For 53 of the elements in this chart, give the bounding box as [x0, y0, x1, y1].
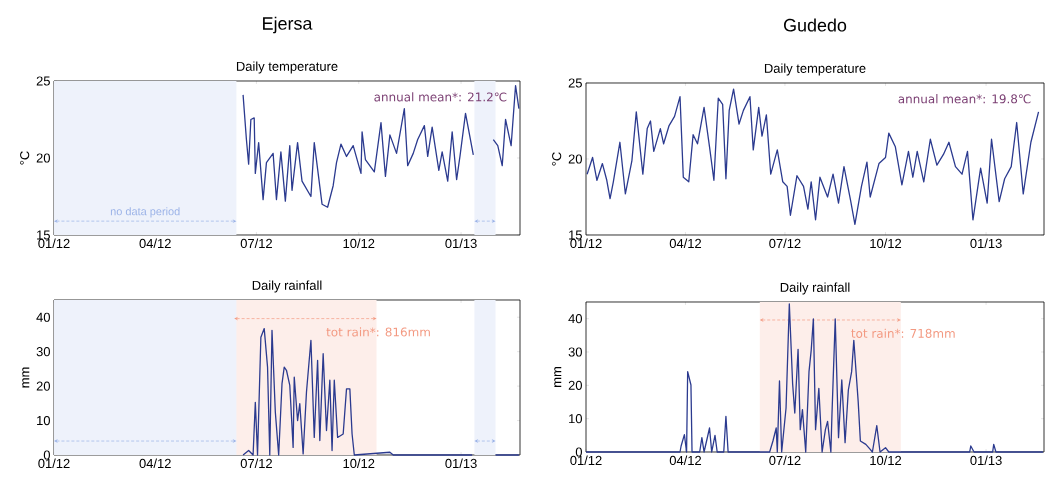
x-tick-label: 04/12 [139, 458, 171, 469]
y-tick-label: 0 [575, 447, 582, 457]
y-axis-title: °C [20, 151, 30, 165]
y-tick-label: 30 [568, 347, 582, 357]
band-label: tot rain*: 718mm [851, 328, 955, 338]
line-series [586, 88, 1040, 226]
x-tick-label: 01/12 [570, 238, 602, 249]
y-axis-title: °C [552, 152, 562, 166]
line-series [585, 303, 1044, 453]
x-tick-label: 10/12 [343, 458, 375, 469]
x-tick-label: 01/12 [570, 455, 602, 466]
x-tick-label: 10/12 [343, 238, 375, 249]
y-tick-label: 30 [36, 347, 50, 357]
y-tick-label: 20 [568, 154, 582, 164]
y-tick-label: 20 [568, 380, 582, 390]
y-tick-label: 15 [37, 230, 50, 240]
chart-subtitle: Daily temperature [236, 61, 338, 74]
x-tick-label: 04/12 [669, 238, 702, 249]
x-tick-label: 01/13 [445, 238, 477, 249]
y-tick-label: 10 [37, 415, 50, 426]
x-tick-label: 07/12 [769, 455, 801, 466]
y-axis-title: mm [554, 367, 562, 387]
x-tick-label: 01/12 [38, 238, 70, 249]
x-tick-label: 07/12 [769, 238, 801, 249]
annotation: annual mean*: 21.2℃ [374, 92, 507, 102]
y-tick-label: 40 [36, 312, 50, 322]
x-tick-label: 01/13 [445, 458, 477, 469]
x-tick-label: 07/12 [240, 238, 272, 249]
chart-title: Gudedo [784, 18, 847, 32]
band-label: no data period [110, 207, 180, 218]
x-tick-label: 10/12 [870, 455, 902, 466]
x-tick-label: 01/13 [970, 455, 1002, 466]
annotation: annual mean*: 19.8℃ [898, 94, 1031, 104]
y-axis-title: mm [22, 367, 30, 388]
y-tick-label: 25 [36, 76, 50, 86]
x-tick-label: 07/12 [240, 458, 272, 469]
chart-subtitle: Daily temperature [764, 63, 866, 76]
y-tick-label: 20 [36, 153, 50, 163]
y-tick-label: 20 [36, 381, 50, 391]
x-tick-label: 04/12 [139, 238, 171, 249]
chart-title: Daily rainfall [252, 280, 322, 293]
y-tick-label: 25 [568, 78, 582, 88]
x-tick-label: 01/13 [970, 238, 1002, 249]
chart-title: Daily rainfall [780, 282, 850, 295]
x-tick-label: 10/12 [870, 238, 902, 249]
y-tick-label: 10 [569, 414, 582, 424]
y-tick-label: 40 [568, 314, 582, 324]
y-tick-label: 15 [569, 230, 582, 240]
y-tick-label: 0 [43, 450, 50, 460]
x-tick-label: 04/12 [669, 455, 702, 466]
x-tick-label: 01/12 [38, 458, 70, 469]
chart-title: Ejersa [263, 16, 313, 34]
band-label: tot rain*: 816mm [326, 327, 430, 337]
